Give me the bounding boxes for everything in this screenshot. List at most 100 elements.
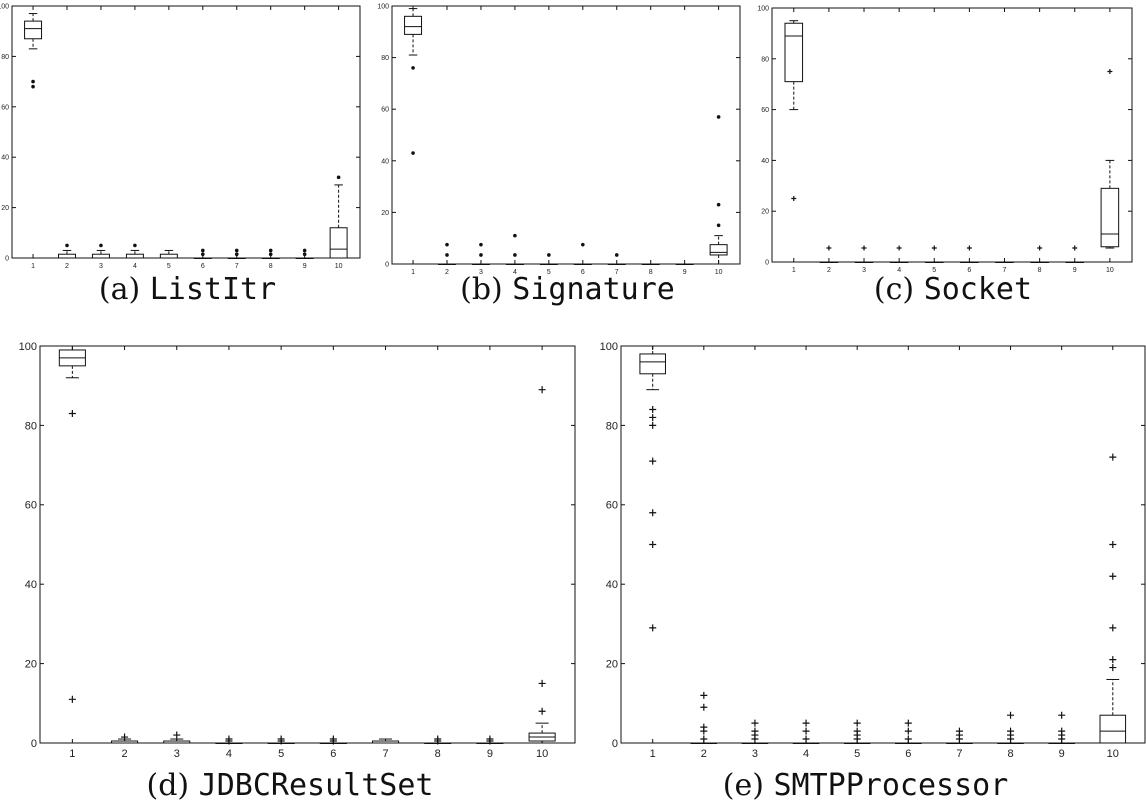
y-tick-label: 40 bbox=[606, 579, 618, 591]
x-tick-label: 5 bbox=[547, 269, 551, 276]
outlier-point bbox=[649, 509, 657, 517]
outlier-point bbox=[1072, 245, 1078, 251]
y-tick-label: 60 bbox=[606, 500, 618, 512]
outlier-point bbox=[861, 245, 867, 251]
y-tick-label: 80 bbox=[606, 420, 618, 432]
outlier-point bbox=[538, 707, 546, 715]
x-tick-label: 9 bbox=[303, 263, 307, 270]
panel-d: 0 20 40 60 80 100 1 2 3 4 5 6 7 8 9 10 (d) JDBCResultSe… bbox=[0, 330, 580, 812]
box-3 bbox=[471, 242, 490, 265]
outlier-point bbox=[649, 457, 657, 465]
boxplot-smtpprocessor: 0 20 40 60 80 100 1 2 3 4 5 6 7 8 9 10 bbox=[600, 341, 1146, 760]
outlier-point bbox=[791, 196, 797, 201]
box-10 bbox=[528, 386, 556, 744]
box-10 bbox=[1100, 69, 1120, 249]
outlier-point bbox=[234, 252, 239, 257]
x-tick-label: 7 bbox=[615, 269, 619, 276]
x-tick-label: 1 bbox=[792, 267, 796, 274]
box-9 bbox=[1065, 245, 1085, 263]
outlier-point bbox=[268, 252, 273, 257]
boxplot-listitr: 0 20 40 60 80 100 1 2 3 4 5 6 7 8 9 10 bbox=[0, 3, 361, 270]
iqr-box bbox=[329, 227, 348, 259]
box-1 bbox=[784, 20, 804, 201]
outlier-point bbox=[1058, 727, 1066, 735]
x-tick-label: 7 bbox=[956, 748, 962, 760]
box-8 bbox=[641, 263, 660, 265]
outlier-point bbox=[716, 115, 721, 119]
box-9 bbox=[476, 735, 504, 745]
box-7 bbox=[227, 248, 246, 259]
outlier-point bbox=[302, 248, 307, 253]
box-7 bbox=[371, 738, 400, 744]
x-tick-label: 4 bbox=[226, 748, 232, 760]
box-4 bbox=[889, 245, 909, 263]
boxplot-socket: 0 20 40 60 80 100 1 2 3 4 5 6 7 8 9 10 bbox=[757, 5, 1133, 274]
outlier-point bbox=[700, 735, 708, 743]
x-tick-label: 10 bbox=[1106, 267, 1114, 274]
box-9 bbox=[295, 248, 314, 259]
outlier-point bbox=[955, 727, 963, 735]
panel-b: 0 20 40 60 80 100 1 2 3 4 5 6 7 8 9 10 (b) Signature bbox=[377, 0, 755, 320]
y-tick-label: 60 bbox=[761, 107, 769, 114]
box-8 bbox=[997, 711, 1024, 744]
box-3 bbox=[854, 245, 874, 263]
x-tick-label: 5 bbox=[278, 748, 284, 760]
outlier-point bbox=[716, 223, 721, 228]
y-tick-label: 0 bbox=[31, 738, 37, 750]
x-tick-label: 2 bbox=[827, 267, 831, 274]
panel-e: 0 20 40 60 80 100 1 2 3 4 5 6 7 8 9 10 (e) SMTPProcesso… bbox=[585, 330, 1146, 812]
y-tick-label: 100 bbox=[757, 5, 769, 12]
box-2 bbox=[111, 733, 139, 744]
x-tick-label: 9 bbox=[487, 748, 493, 760]
caption-prefix: (e) bbox=[722, 768, 764, 803]
x-tick-label: 6 bbox=[330, 748, 336, 760]
box-7 bbox=[995, 261, 1014, 263]
iqr-box bbox=[91, 253, 110, 259]
outlier-point bbox=[201, 248, 205, 253]
box-9 bbox=[675, 263, 694, 265]
outlier-point bbox=[649, 624, 657, 632]
caption-prefix: (b) bbox=[460, 272, 503, 307]
y-tick-label: 40 bbox=[1, 155, 9, 162]
x-tick-label: 6 bbox=[905, 748, 911, 760]
x-tick-label: 4 bbox=[803, 748, 809, 760]
y-tick-label: 80 bbox=[381, 55, 389, 62]
x-tick-label: 3 bbox=[752, 748, 758, 760]
outlier-point bbox=[445, 253, 449, 257]
x-tick-label: 10 bbox=[536, 748, 548, 760]
outlier-point bbox=[716, 202, 721, 207]
y-tick-label: 0 bbox=[612, 738, 618, 750]
y-tick-label: 0 bbox=[5, 255, 9, 262]
box-9 bbox=[1048, 711, 1075, 744]
box-2 bbox=[819, 245, 839, 263]
box-6 bbox=[193, 248, 212, 259]
x-tick-label: 8 bbox=[1038, 267, 1042, 274]
x-tick-label: 9 bbox=[683, 269, 687, 276]
x-tick-label: 7 bbox=[1003, 267, 1007, 274]
outlier-point bbox=[904, 719, 912, 727]
outlier-point bbox=[614, 253, 619, 257]
outlier-point bbox=[649, 421, 657, 429]
outlier-point bbox=[329, 735, 337, 743]
outlier-point bbox=[479, 242, 483, 247]
outlier-point bbox=[445, 242, 449, 247]
x-tick-label: 3 bbox=[479, 269, 483, 276]
iqr-box bbox=[639, 353, 666, 375]
iqr-box bbox=[1099, 714, 1127, 744]
y-tick-label: 20 bbox=[761, 209, 769, 216]
outlier-point bbox=[99, 243, 103, 248]
x-tick-label: 2 bbox=[65, 263, 69, 270]
outlier-point bbox=[904, 727, 912, 735]
x-tick-label: 7 bbox=[235, 263, 239, 270]
x-tick-label: 2 bbox=[121, 748, 127, 760]
caption-prefix: (c) bbox=[873, 272, 915, 307]
iqr-box bbox=[784, 22, 804, 83]
outlier-point bbox=[336, 175, 341, 180]
box-8 bbox=[424, 735, 452, 745]
x-tick-label: 9 bbox=[1073, 267, 1077, 274]
outlier-point bbox=[649, 540, 657, 549]
y-tick-label: 20 bbox=[381, 210, 389, 217]
outlier-point bbox=[751, 719, 759, 727]
x-tick-label: 10 bbox=[1107, 748, 1119, 760]
outlier-point bbox=[173, 731, 181, 739]
